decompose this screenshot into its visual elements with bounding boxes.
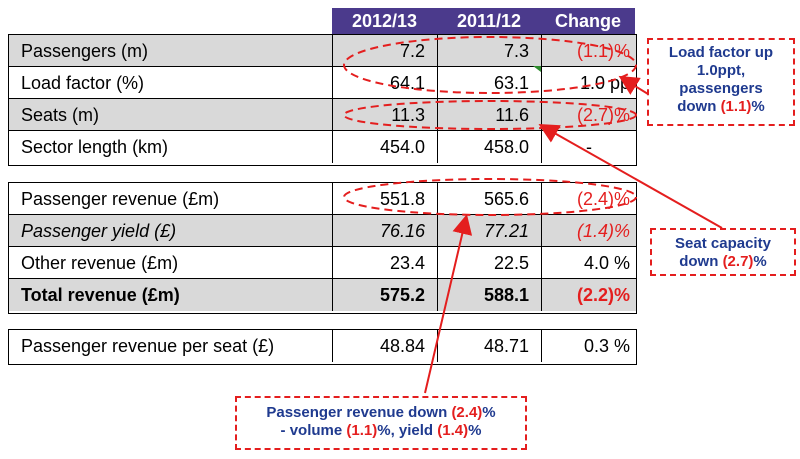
table-header: 2012/13 2011/12 Change [332, 8, 635, 34]
row-label: Sector length (km) [9, 131, 333, 163]
table-row: Load factor (%) 64.1 63.1 1.0 pp [9, 67, 636, 99]
value-change: - [586, 137, 592, 157]
callout-text: - volume [280, 422, 347, 439]
callout-text: % [482, 404, 496, 421]
value-change: (1.1)% [576, 41, 630, 61]
value-2012-13: 64.1 [333, 67, 438, 99]
value-2011-12: 11.6 [438, 99, 542, 131]
value-2012-13: 48.84 [333, 330, 438, 362]
row-label: Total revenue (£m) [9, 279, 333, 311]
table-row: Passenger yield (£) 76.16 77.21 (1.4)% [9, 215, 636, 247]
value-change: 1.0 pp [579, 73, 630, 93]
header-2012-13: 2012/13 [351, 11, 418, 31]
callout-line: down (2.7)% [652, 253, 794, 271]
header-change: Change [554, 11, 621, 31]
value-2012-13: 454.0 [333, 131, 438, 163]
callout-highlight: (1.1) [346, 422, 378, 439]
seats-callout: Seat capacity down (2.7)% [650, 228, 796, 276]
table-row: Seats (m) 11.3 11.6 (2.7)% [9, 99, 636, 131]
callout-highlight: (2.7) [722, 253, 754, 270]
value-2011-12: 458.0 [438, 131, 542, 163]
value-change: (2.4)% [576, 189, 630, 209]
value-2011-12: 63.1 [438, 67, 542, 99]
row-label: Passenger yield (£) [9, 215, 333, 247]
value-change: 0.3 % [583, 336, 630, 356]
value-2011-12: 588.1 [438, 279, 542, 311]
table-row: Sector length (km) 454.0 458.0 - [9, 131, 636, 163]
table-row: Other revenue (£m) 23.4 22.5 4.0 % [9, 247, 636, 279]
value-change: (2.7)% [576, 105, 630, 125]
callout-line: 1.0ppt, [696, 62, 746, 79]
row-label: Other revenue (£m) [9, 247, 333, 279]
callout-highlight: (1.4) [437, 422, 469, 439]
value-2012-13: 76.16 [333, 215, 438, 247]
operating-table: Passengers (m) 7.2 7.3 (1.1)% Load facto… [8, 34, 637, 166]
callout-line: Passenger revenue down (2.4)% [237, 404, 525, 422]
value-2012-13: 551.8 [333, 183, 438, 215]
per-seat-table: Passenger revenue per seat (£) 48.84 48.… [8, 329, 637, 365]
value-2012-13: 575.2 [333, 279, 438, 311]
value-change: (2.2)% [576, 285, 630, 305]
table-row: Total revenue (£m) 575.2 588.1 (2.2)% [9, 279, 636, 311]
value-2012-13: 7.2 [333, 35, 438, 67]
value-2012-13: 11.3 [333, 99, 438, 131]
callout-text: % [753, 253, 767, 270]
callout-text: Passenger revenue down [266, 404, 452, 421]
row-label: Seats (m) [9, 99, 333, 131]
table-row: Passenger revenue per seat (£) 48.84 48.… [9, 330, 636, 362]
value-2011-12: 7.3 [438, 35, 542, 67]
callout-text: down [677, 98, 721, 115]
table-row: Passenger revenue (£m) 551.8 565.6 (2.4)… [9, 183, 636, 215]
value-2011-12: 77.21 [438, 215, 542, 247]
callout-line: Load factor up [668, 44, 774, 61]
load-factor-callout: Load factor up 1.0ppt, passengers down (… [647, 38, 795, 126]
value-2012-13: 23.4 [333, 247, 438, 279]
table-row: Passengers (m) 7.2 7.3 (1.1)% [9, 35, 636, 67]
row-label: Passengers (m) [9, 35, 333, 67]
revenue-callout: Passenger revenue down (2.4)% - volume (… [235, 396, 527, 450]
callout-text: % [751, 98, 765, 115]
value-change: (1.4)% [576, 221, 630, 241]
revenue-table: Passenger revenue (£m) 551.8 565.6 (2.4)… [8, 182, 637, 314]
callout-highlight: (2.4) [451, 404, 483, 421]
callout-line: - volume (1.1)%, yield (1.4)% [237, 422, 525, 440]
callout-line: Seat capacity [675, 235, 771, 252]
callout-text: down [679, 253, 723, 270]
value-2011-12: 22.5 [438, 247, 542, 279]
callout-text: %, yield [377, 422, 438, 439]
value-2011-12: 565.6 [438, 183, 542, 215]
header-2011-12: 2011/12 [456, 11, 522, 31]
callout-text: % [468, 422, 482, 439]
row-label: Passenger revenue (£m) [9, 183, 333, 215]
value-2011-12: 48.71 [438, 330, 542, 362]
row-label: Passenger revenue per seat (£) [9, 330, 333, 362]
row-label: Load factor (%) [9, 67, 333, 99]
callout-line: down (1.1)% [649, 98, 793, 116]
callout-highlight: (1.1) [720, 98, 752, 115]
value-change: 4.0 % [583, 253, 630, 273]
callout-line: passengers [679, 80, 763, 97]
